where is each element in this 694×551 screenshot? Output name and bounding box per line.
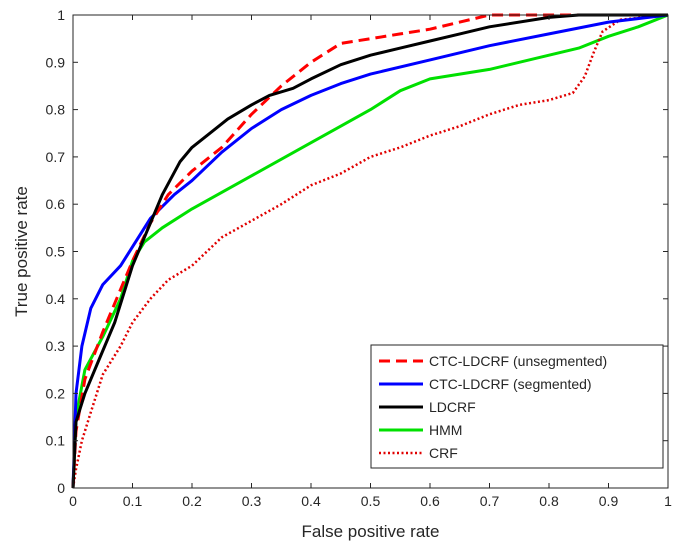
x-tick-label: 0 — [69, 493, 77, 509]
series-line-crf — [71, 13, 669, 489]
x-tick-label: 0.6 — [420, 493, 440, 509]
y-tick-label: 1 — [57, 7, 65, 23]
axis-ticks: 0 0.1 0.2 0.3 0.4 0.5 0.6 0.7 0.8 0.9 1 0 0.1 0.2 0.3 0… — [46, 7, 673, 509]
series-line-ctc-ldcrf-segmented — [71, 13, 669, 489]
x-tick-label: 1 — [664, 493, 672, 509]
y-tick-label: 0.1 — [46, 433, 66, 449]
y-tick-label: 0.8 — [46, 102, 66, 118]
series-lines — [71, 13, 669, 489]
y-tick-label: 0.3 — [46, 338, 66, 354]
x-tick-label: 0.1 — [123, 493, 143, 509]
series-line-ldcrf — [71, 13, 668, 489]
y-tick-label: 0.7 — [46, 149, 66, 165]
x-tick-label: 0.3 — [242, 493, 262, 509]
legend-label: LDCRF — [429, 399, 476, 415]
legend: CTC-LDCRF (unsegmented) CTC-LDCRF (segmen… — [370, 344, 664, 469]
x-axis-label: False positive rate — [302, 522, 440, 541]
series-line-hmm — [71, 13, 669, 489]
y-tick-label: 0.4 — [46, 291, 66, 307]
x-tick-label: 0.5 — [361, 493, 381, 509]
legend-label: CRF — [429, 445, 458, 461]
x-tick-label: 0.8 — [539, 493, 559, 509]
y-axis-label: True positive rate — [12, 186, 31, 317]
legend-label: CTC-LDCRF (segmented) — [429, 376, 592, 392]
y-tick-label: 0.9 — [46, 54, 66, 70]
y-tick-label: 0.5 — [46, 244, 66, 260]
y-tick-label: 0.6 — [46, 196, 66, 212]
x-tick-label: 0.4 — [301, 493, 321, 509]
legend-label: HMM — [429, 422, 462, 438]
x-tick-label: 0.7 — [480, 493, 500, 509]
y-tick-label: 0 — [57, 480, 65, 496]
series-line-ctc-ldcrf-unsegmented — [71, 13, 668, 489]
legend-label: CTC-LDCRF (unsegmented) — [429, 353, 607, 369]
x-tick-label: 0.2 — [182, 493, 202, 509]
y-tick-label: 0.2 — [46, 385, 66, 401]
x-tick-label: 0.9 — [599, 493, 619, 509]
